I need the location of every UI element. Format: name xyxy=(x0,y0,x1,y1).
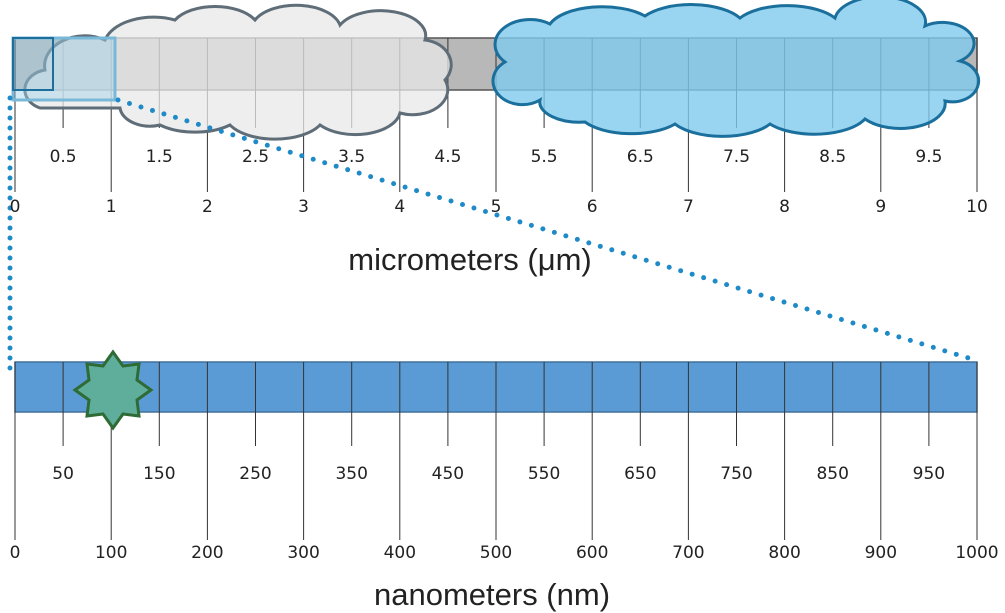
tick-label: 2 xyxy=(202,197,213,217)
unit-label: nanometers (nm) xyxy=(374,577,610,612)
tick-label: 6 xyxy=(587,197,598,217)
tick-label: 600 xyxy=(576,543,608,563)
tick-label: 1 xyxy=(106,197,117,217)
labels: 0 1 2 3 4 5 6 7 8 9 10 0.5 1.5 2.5 3.5 4.5 5.5 6.5 7.5 8.5 9… xyxy=(10,147,999,612)
half-tick-label: 0.5 xyxy=(50,147,77,167)
zoom-line xyxy=(115,97,978,363)
tick-label: 900 xyxy=(865,543,897,563)
half-tick-label: 850 xyxy=(816,464,848,484)
tick-label: 300 xyxy=(287,543,319,563)
half-tick-label: 9.5 xyxy=(915,147,942,167)
tick-label: 0 xyxy=(10,197,21,217)
half-tick-label: 350 xyxy=(335,464,367,484)
blue-cloud xyxy=(491,0,981,138)
half-tick-label: 450 xyxy=(432,464,464,484)
tick-label: 10 xyxy=(966,197,988,217)
half-tick-label: 250 xyxy=(239,464,271,484)
half-tick-label: 50 xyxy=(52,464,74,484)
tick-label: 800 xyxy=(768,543,800,563)
half-tick-label: 5.5 xyxy=(531,147,558,167)
tick-label: 500 xyxy=(480,543,512,563)
half-tick-label: 6.5 xyxy=(627,147,654,167)
half-tick-label: 3.5 xyxy=(338,147,365,167)
tick-label: 1000 xyxy=(955,543,998,563)
half-tick-label: 4.5 xyxy=(434,147,461,167)
half-tick-label: 7.5 xyxy=(723,147,750,167)
tick-label: 0 xyxy=(10,543,21,563)
tick-label: 3 xyxy=(298,197,309,217)
tick-label: 7 xyxy=(683,197,694,217)
half-tick-label: 1.5 xyxy=(146,147,173,167)
half-tick-label: 950 xyxy=(913,464,945,484)
particle-star xyxy=(72,349,154,431)
half-tick-label: 2.5 xyxy=(242,147,269,167)
bottom-scale xyxy=(14,361,978,540)
tick-label: 8 xyxy=(779,197,790,217)
half-tick-label: 650 xyxy=(624,464,656,484)
half-tick-label: 150 xyxy=(143,464,175,484)
tick-label: 100 xyxy=(95,543,127,563)
tick-label: 400 xyxy=(384,543,416,563)
half-tick-label: 550 xyxy=(528,464,560,484)
half-tick-label: 750 xyxy=(720,464,752,484)
half-tick-label: 8.5 xyxy=(819,147,846,167)
tick-label: 5 xyxy=(491,197,502,217)
tick-label: 200 xyxy=(191,543,223,563)
gray-cloud xyxy=(23,3,453,141)
tick-label: 700 xyxy=(672,543,704,563)
tick-label: 4 xyxy=(394,197,405,217)
zoom-box-edge xyxy=(12,37,54,91)
tick-label: 9 xyxy=(875,197,886,217)
unit-label: micrometers (μm) xyxy=(348,242,591,277)
